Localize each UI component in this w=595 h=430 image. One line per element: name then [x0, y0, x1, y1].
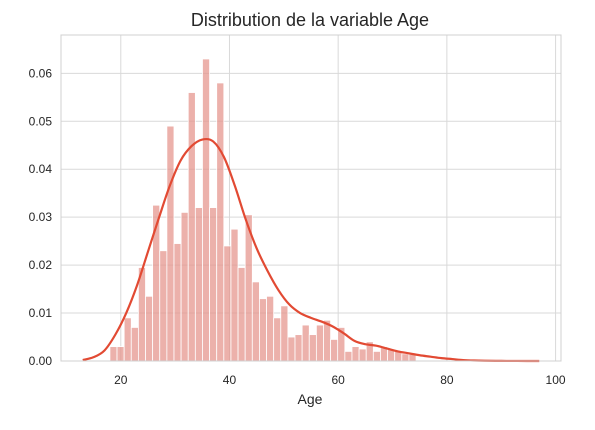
x-tick-label: 80 — [440, 373, 454, 387]
histogram-bar — [294, 334, 303, 362]
histogram-bar — [130, 327, 139, 362]
grid — [61, 35, 561, 362]
histogram-bar — [187, 92, 196, 362]
histogram-bar — [145, 295, 154, 362]
histogram-bar — [259, 298, 267, 362]
histogram-bar — [116, 346, 125, 362]
histogram-bar — [344, 351, 353, 362]
histogram-bar — [166, 125, 175, 362]
kde-curve-layer — [82, 137, 540, 363]
histogram-bar — [323, 319, 332, 362]
x-axis-label: Age — [298, 391, 323, 407]
histogram-bar — [237, 267, 246, 362]
y-tick-label: 0.03 — [29, 210, 53, 224]
y-tick-label: 0.01 — [29, 306, 53, 320]
histogram-bar — [202, 58, 210, 362]
chart-title: Distribution de la variable Age — [191, 10, 429, 30]
histogram-bar — [159, 250, 168, 362]
x-tick-label: 40 — [223, 373, 237, 387]
histogram-bar — [330, 339, 339, 362]
histogram-bar — [358, 348, 367, 362]
histogram-bar — [194, 207, 203, 362]
histogram-bar — [230, 228, 239, 362]
histogram-bars — [109, 58, 417, 362]
x-tick-label: 20 — [114, 373, 128, 387]
histogram-bar — [216, 82, 225, 362]
y-tick-label: 0.05 — [29, 114, 53, 128]
y-tick-label: 0.04 — [29, 162, 53, 176]
histogram-bar — [308, 334, 317, 362]
histogram-bar — [180, 211, 189, 362]
x-tick-label: 60 — [331, 373, 345, 387]
histogram-bar — [223, 245, 232, 362]
histogram-bar — [351, 346, 360, 362]
y-tick-label: 0.06 — [29, 66, 53, 80]
kde-curve — [82, 137, 540, 363]
histogram-bar — [173, 243, 182, 362]
histogram-bar — [123, 317, 132, 362]
plot-frame — [60, 34, 562, 362]
histogram-bar — [372, 351, 381, 362]
tick-labels: 20 40 60 80 100 0.00 0.01 0.02 0.03 0.04 0.05 0.06 — [29, 66, 566, 387]
x-tick-label: 100 — [546, 373, 566, 387]
histogram-bar — [315, 324, 324, 362]
histogram-bar — [280, 305, 289, 362]
histogram-bar — [251, 281, 260, 362]
y-tick-label: 0.02 — [29, 258, 53, 272]
y-tick-label: 0.00 — [29, 354, 53, 368]
histogram-bar — [301, 324, 310, 362]
histogram-bar — [401, 353, 410, 362]
histogram-bar — [109, 346, 118, 362]
histogram-bar — [266, 295, 275, 362]
histogram-bar — [287, 336, 296, 362]
histogram-bar — [273, 317, 282, 362]
histogram-bar — [209, 207, 218, 362]
